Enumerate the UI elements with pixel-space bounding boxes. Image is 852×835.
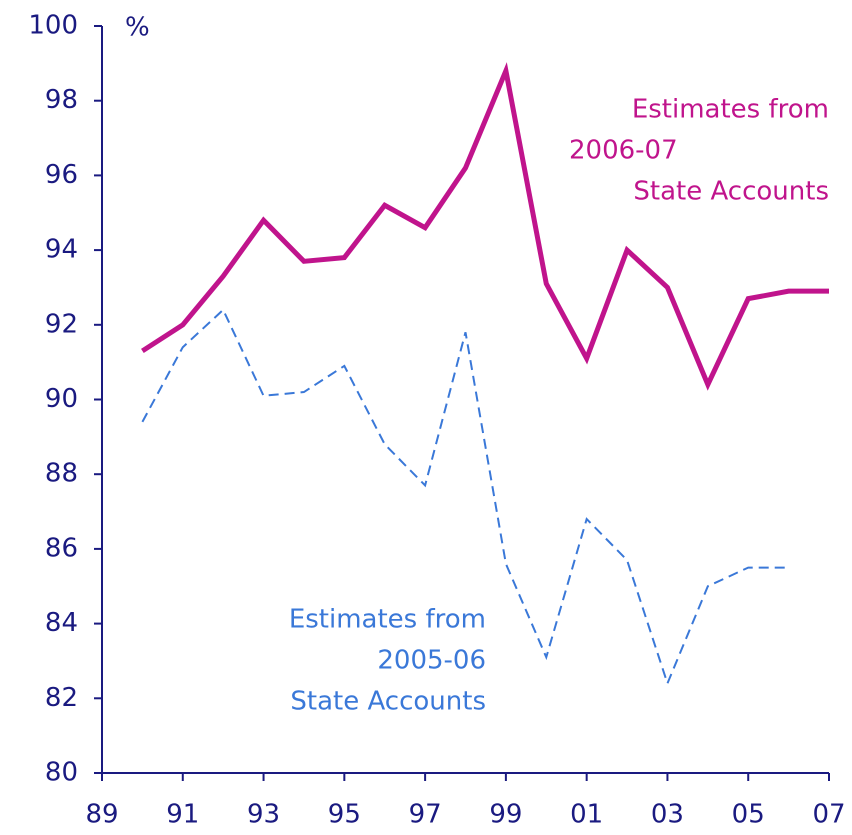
- legend-label: Estimates from: [289, 605, 486, 635]
- y-tick-label: 86: [45, 533, 78, 563]
- y-tick-label: 90: [45, 384, 78, 414]
- x-tick-label: 99: [489, 800, 522, 830]
- y-tick-label: 98: [45, 85, 78, 115]
- x-tick-label: 89: [85, 800, 118, 830]
- y-tick-label: 80: [45, 758, 78, 788]
- y-tick-label: 94: [45, 235, 78, 265]
- x-tick-label: 95: [328, 800, 361, 830]
- y-axis-label: %: [125, 13, 150, 43]
- x-tick-label: 97: [409, 800, 442, 830]
- y-tick-label: 84: [45, 608, 78, 638]
- x-tick-label: 07: [812, 800, 845, 830]
- legend-label: State Accounts: [290, 687, 486, 717]
- x-tick-label: 91: [166, 800, 199, 830]
- legend-label: 2005-06: [377, 646, 486, 676]
- x-tick-label: 03: [651, 800, 684, 830]
- y-tick-label: 96: [45, 160, 78, 190]
- legend-label: 2006-07: [569, 136, 678, 166]
- legend-label: State Accounts: [633, 177, 829, 207]
- series-line: [141, 308, 789, 687]
- y-tick-label: 100: [28, 11, 78, 41]
- series-line: [141, 62, 829, 391]
- y-tick-label: 82: [45, 683, 78, 713]
- x-tick-label: 01: [570, 800, 603, 830]
- y-tick-label: 92: [45, 309, 78, 339]
- x-tick-label: 05: [732, 800, 765, 830]
- x-tick-label: 93: [247, 800, 280, 830]
- y-tick-label: 88: [45, 459, 78, 489]
- legend-label: Estimates from: [632, 95, 829, 125]
